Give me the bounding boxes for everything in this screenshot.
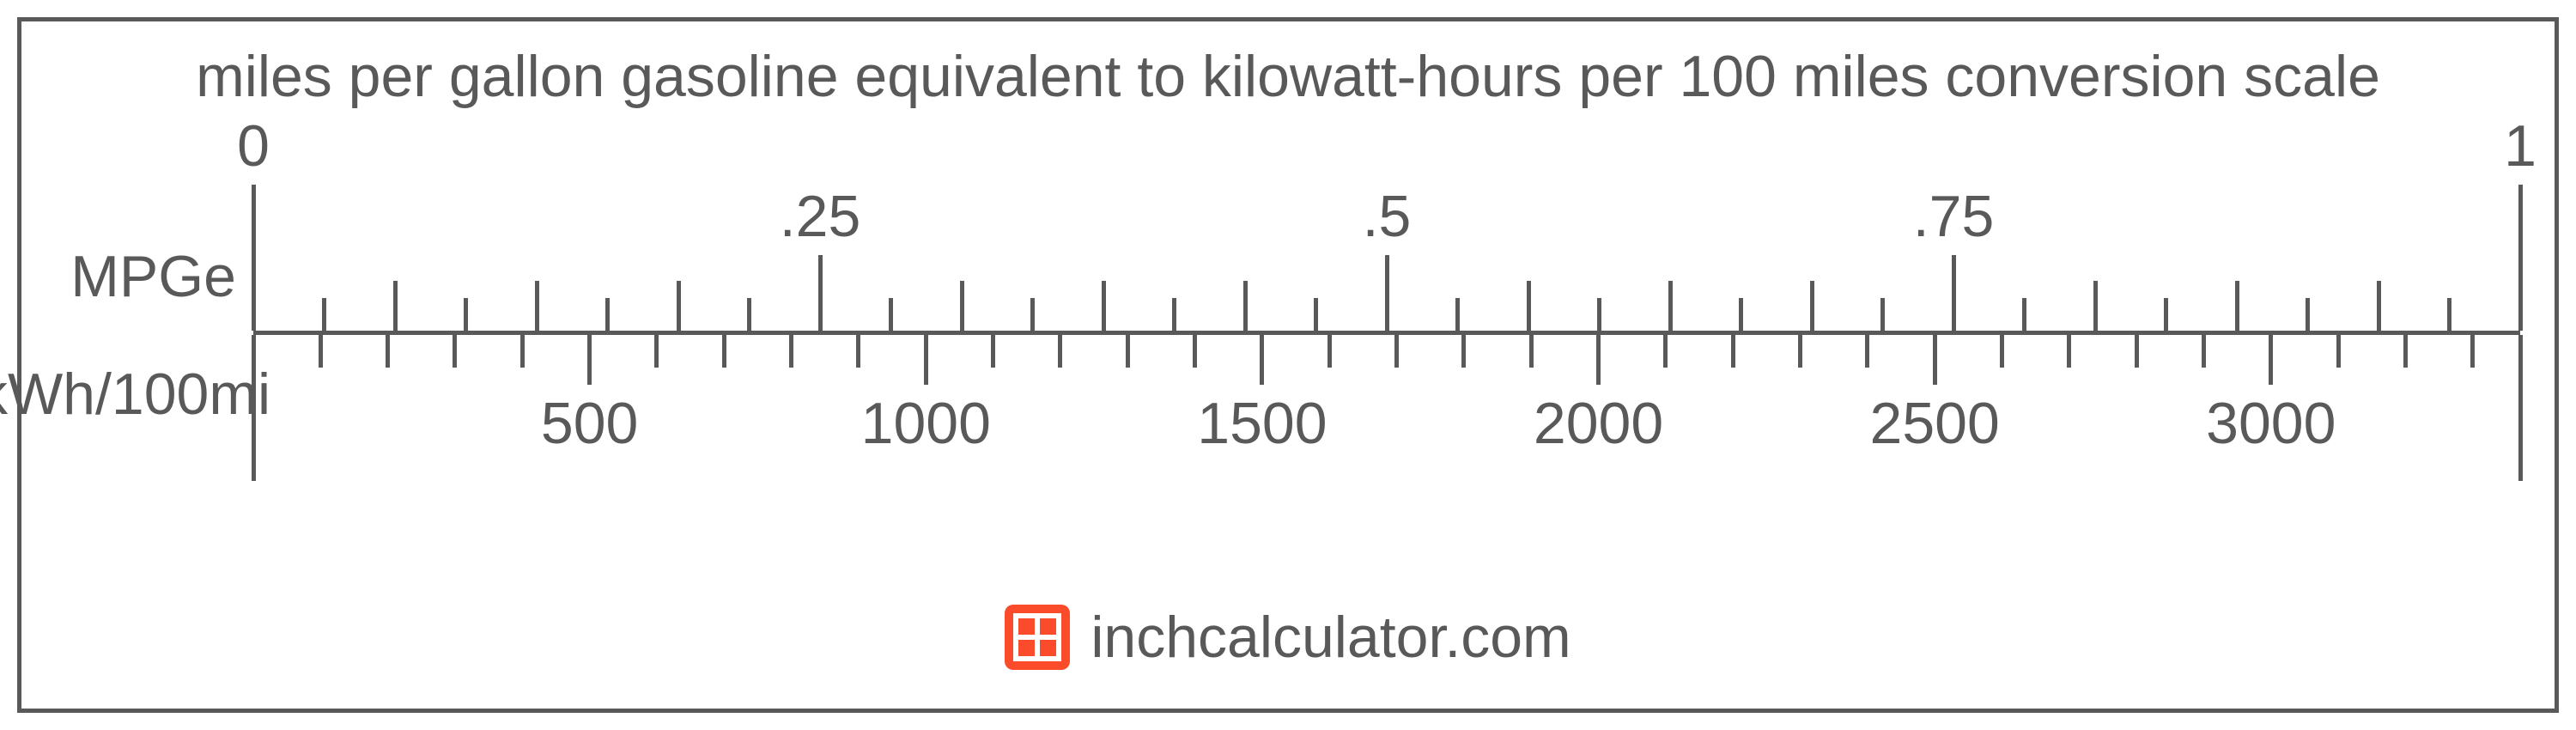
bottom-tick-label: 2000: [1534, 390, 1663, 457]
bottom-tick: [1126, 335, 1130, 368]
bottom-tick: [520, 335, 525, 368]
top-tick: [1455, 298, 1460, 331]
bottom-tick: [2269, 335, 2273, 385]
top-tick: [2377, 281, 2381, 331]
bottom-tick: [2067, 335, 2071, 368]
bottom-tick: [587, 335, 592, 385]
bottom-unit-label: kWh/100mi: [0, 361, 236, 428]
top-tick: [1172, 298, 1176, 331]
top-tick: [2518, 185, 2523, 331]
footer-text: inchcalculator.com: [1091, 604, 1571, 671]
calculator-icon: [1005, 605, 1070, 670]
bottom-tick: [2000, 335, 2004, 368]
bottom-tick: [856, 335, 860, 368]
bottom-tick: [1193, 335, 1197, 368]
top-tick-label: .75: [1913, 183, 1995, 250]
top-tick: [1880, 298, 1885, 331]
bottom-tick-label: 2500: [1870, 390, 2000, 457]
top-tick: [1739, 298, 1743, 331]
top-tick: [464, 298, 468, 331]
top-tick: [677, 281, 681, 331]
top-tick: [1314, 298, 1318, 331]
bottom-tick: [2135, 335, 2139, 368]
bottom-tick: [1394, 335, 1399, 368]
top-unit-label: MPGe: [39, 243, 236, 310]
top-tick: [889, 298, 893, 331]
bottom-tick-label: 1500: [1197, 390, 1327, 457]
top-tick: [393, 281, 398, 331]
top-tick: [1527, 281, 1531, 331]
bottom-tick: [1327, 335, 1332, 368]
bottom-tick: [1663, 335, 1668, 368]
top-tick: [252, 185, 256, 331]
bottom-tick: [2336, 335, 2341, 368]
bottom-tick: [1529, 335, 1534, 368]
top-tick: [1385, 255, 1389, 331]
bottom-tick: [1058, 335, 1062, 368]
bottom-tick: [319, 335, 323, 368]
top-tick: [1810, 281, 1814, 331]
top-tick: [2235, 281, 2239, 331]
top-tick: [322, 298, 326, 331]
bottom-tick: [722, 335, 726, 368]
top-tick: [1243, 281, 1248, 331]
chart-title: miles per gallon gasoline equivalent to …: [21, 43, 2555, 110]
bottom-tick: [1596, 335, 1601, 385]
top-tick: [1668, 281, 1673, 331]
bottom-tick: [1461, 335, 1466, 368]
top-tick-label: .25: [780, 183, 861, 250]
conversion-scale-frame: miles per gallon gasoline equivalent to …: [17, 17, 2559, 713]
top-tick: [2022, 298, 2026, 331]
bottom-tick: [789, 335, 793, 368]
top-tick-label: 1: [2504, 113, 2537, 179]
bottom-tick: [453, 335, 457, 368]
bottom-tick: [1865, 335, 1869, 368]
top-tick: [2093, 281, 2098, 331]
bottom-tick: [252, 335, 256, 481]
bottom-tick-label: 1000: [861, 390, 991, 457]
bottom-tick: [1731, 335, 1735, 368]
top-tick: [747, 298, 751, 331]
top-tick: [960, 281, 964, 331]
axis-line: [253, 331, 2520, 335]
bottom-tick: [2202, 335, 2206, 368]
top-tick: [2447, 298, 2451, 331]
bottom-tick-label: 500: [541, 390, 638, 457]
bottom-tick-label: 3000: [2206, 390, 2336, 457]
top-tick-label: .5: [1363, 183, 1412, 250]
bottom-tick: [386, 335, 390, 368]
top-tick: [1597, 298, 1601, 331]
bottom-tick: [924, 335, 928, 385]
bottom-tick: [1798, 335, 1802, 368]
bottom-tick: [2403, 335, 2408, 368]
top-tick: [1102, 281, 1106, 331]
bottom-tick: [1260, 335, 1264, 385]
top-tick: [818, 255, 823, 331]
top-tick-label: 0: [237, 113, 270, 179]
top-tick: [2306, 298, 2310, 331]
top-tick: [605, 298, 610, 331]
top-tick: [1030, 298, 1035, 331]
bottom-tick: [2518, 335, 2523, 481]
bottom-tick: [2470, 335, 2475, 368]
footer: inchcalculator.com: [21, 604, 2555, 674]
top-tick: [535, 281, 539, 331]
bottom-tick: [991, 335, 995, 368]
bottom-tick: [1933, 335, 1937, 385]
top-tick: [2164, 298, 2168, 331]
bottom-tick: [654, 335, 659, 368]
top-tick: [1952, 255, 1956, 331]
